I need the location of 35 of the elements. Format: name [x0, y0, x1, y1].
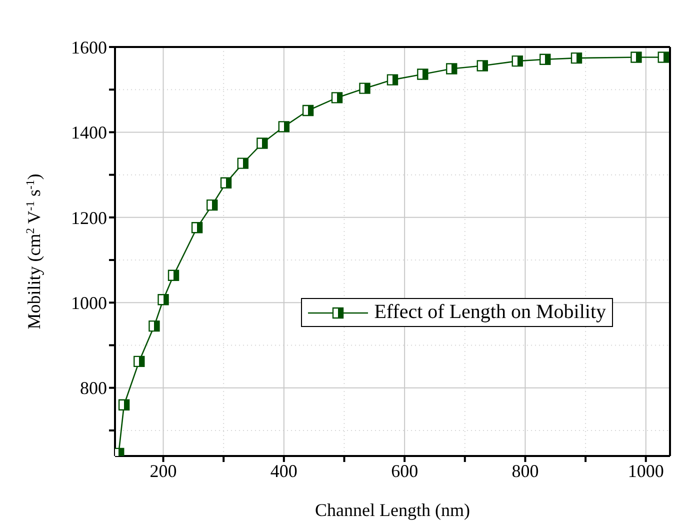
y-tick-label: 1600: [71, 37, 107, 58]
point: [658, 52, 669, 63]
point: [386, 74, 398, 86]
point: [118, 399, 130, 410]
point: [417, 68, 428, 80]
legend-label: Effect of Length on Mobility: [374, 301, 606, 324]
point: [206, 199, 218, 211]
y-tick-label: 800: [80, 378, 107, 398]
point: [134, 356, 145, 368]
point: [237, 158, 248, 169]
x-tick-label: 800: [512, 460, 539, 481]
y-tick-label: 1000: [71, 293, 107, 314]
point: [302, 104, 314, 116]
point: [158, 294, 169, 306]
x-axis-title: Channel Length (nm): [315, 500, 470, 520]
point: [168, 270, 180, 281]
point: [512, 55, 523, 67]
x-tick-label: 600: [391, 460, 418, 481]
point: [630, 52, 642, 63]
point: [220, 177, 232, 189]
point: [540, 54, 551, 65]
point: [331, 92, 343, 104]
x-tick-label: 1000: [628, 460, 664, 481]
x-tick-label: 400: [270, 460, 298, 481]
y-tick-label: 1200: [71, 208, 107, 228]
point: [359, 82, 370, 94]
y-tick-label: 1400: [71, 122, 107, 143]
point: [446, 63, 458, 74]
point: [256, 138, 268, 149]
point: [476, 60, 488, 72]
x-tick-label: 200: [150, 460, 177, 481]
point: [278, 121, 290, 132]
point: [148, 320, 160, 332]
point: [191, 222, 203, 234]
point: [570, 52, 582, 64]
